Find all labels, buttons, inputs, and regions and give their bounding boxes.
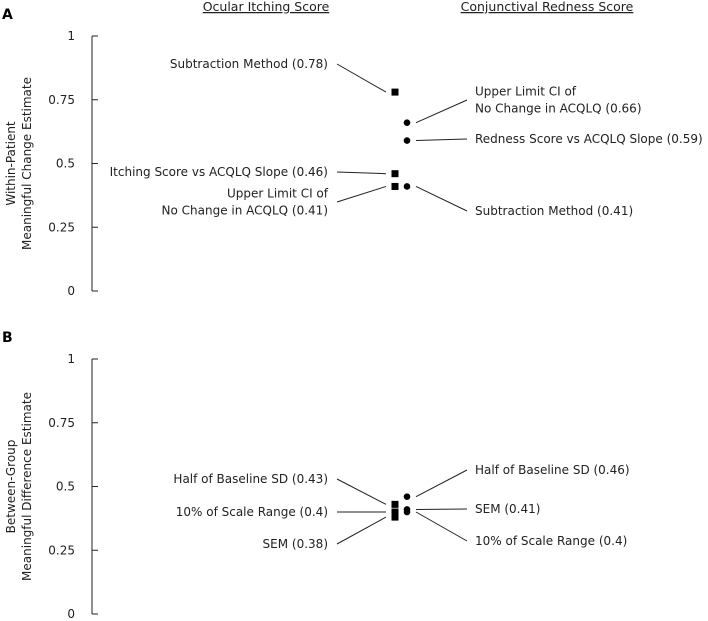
panel-label: B (2, 330, 13, 346)
data-point-square (391, 508, 399, 516)
point-label: Subtraction Method (0.41) (475, 204, 633, 218)
point-label: Redness Score vs ACQLQ Slope (0.59) (475, 132, 703, 146)
point-label: Subtraction Method (0.78) (170, 57, 328, 71)
point-label: Upper Limit CI of (227, 187, 329, 201)
panel-b-chart: B 0 0.25 0.5 0.75 1 Between-Group Meaningful Di… (2, 330, 630, 621)
leader-line (336, 478, 387, 505)
point-label: SEM (0.38) (263, 537, 328, 551)
y-tick-label: 0.25 (48, 220, 75, 234)
y-tick-label: 0.5 (56, 157, 75, 171)
point-label: 10% of Scale Range (0.4) (176, 505, 328, 519)
data-point-square (391, 500, 399, 508)
y-axis-label: Meaningful Change Estimate (20, 77, 34, 250)
point-label: Half of Baseline SD (0.43) (173, 472, 328, 486)
y-tick-label: 0.25 (48, 543, 75, 557)
y-tick-label: 0 (67, 284, 75, 298)
leader-line (415, 185, 468, 212)
y-axis-label: Meaningful Difference Estimate (20, 392, 34, 581)
panel-label: A (2, 7, 13, 23)
point-label: No Change in ACQLQ (0.41) (162, 204, 329, 218)
column-header-ocular-itching: Ocular Itching Score (203, 0, 330, 14)
point-label: No Change in ACQLQ (0.66) (475, 102, 642, 116)
leader-line (415, 511, 468, 542)
y-tick-label: 0 (67, 607, 75, 621)
data-point-circle (403, 508, 411, 516)
point-label: Upper Limit CI of (475, 85, 577, 99)
leader-line (415, 138, 468, 142)
y-axis-label: Between-Group (4, 440, 18, 534)
y-tick-label: 0.5 (56, 480, 75, 494)
column-header-conjunctival-redness: Conjunctival Redness Score (461, 0, 634, 14)
point-label: Half of Baseline SD (0.46) (475, 463, 630, 477)
data-point-square (391, 170, 399, 178)
data-point-square (391, 88, 399, 96)
y-tick-label: 1 (67, 352, 75, 366)
point-label: Itching Score vs ACQLQ Slope (0.46) (110, 165, 328, 179)
leader-line (336, 171, 387, 175)
point-label: SEM (0.41) (475, 502, 540, 516)
data-point-circle (403, 493, 411, 501)
leader-line (336, 516, 387, 545)
leader-line (415, 99, 468, 124)
data-point-square (391, 513, 399, 521)
leader-line (415, 469, 468, 498)
point-label: 10% of Scale Range (0.4) (475, 534, 627, 548)
data-point-circle (403, 137, 411, 144)
y-tick-label: 0.75 (48, 93, 75, 107)
y-tick-label: 0.75 (48, 416, 75, 430)
y-axis-label: Within-Patient (4, 121, 18, 206)
data-point-circle (403, 183, 411, 190)
leader-line (336, 63, 387, 93)
panel-a-chart: A 0 0.25 0.5 0.75 1 Within-Patient Meaningful C… (2, 7, 703, 298)
data-point-square (391, 182, 399, 190)
data-point-circle (403, 119, 411, 126)
leader-line (336, 185, 387, 203)
y-tick-label: 1 (67, 29, 75, 43)
